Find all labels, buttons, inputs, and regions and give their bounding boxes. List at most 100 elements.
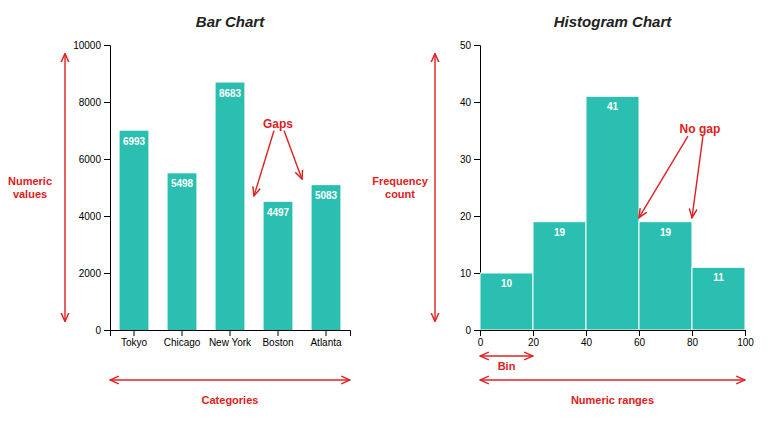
tick-label: Tokyo: [121, 337, 148, 348]
data-label: 5083: [315, 190, 338, 201]
bar: [216, 83, 245, 330]
tick-mark: [326, 330, 327, 336]
axis-line: [481, 331, 746, 337]
annotation-arrow: [284, 131, 302, 180]
tick-label: 0: [95, 325, 101, 336]
chart-panel: 010203040500204060801001019411911Histogr…: [372, 13, 754, 406]
tick-label: 10000: [73, 40, 101, 51]
tick-label: Chicago: [164, 337, 201, 348]
x-axis-label: Categories: [202, 394, 259, 406]
y-tick: 8000: [79, 97, 110, 108]
y-tick: 20: [460, 211, 480, 222]
x-tick: Tokyo: [121, 330, 148, 348]
data-label: 8683: [219, 88, 242, 99]
tick-mark: [230, 330, 231, 336]
tick-label: 20: [528, 337, 540, 348]
x-tick: 0: [478, 330, 484, 348]
chart-title: Histogram Chart: [554, 13, 673, 30]
tick-mark: [104, 216, 110, 217]
tick-label: 100: [737, 337, 754, 348]
y-axis: 01020304050: [460, 40, 481, 336]
tick-mark: [474, 330, 480, 331]
data-label: 4497: [267, 207, 290, 218]
x-tick: Boston: [262, 330, 293, 348]
bar: [120, 131, 149, 330]
data-labels: 10 19 41 19 11: [501, 101, 724, 289]
data-label: 5498: [171, 178, 194, 189]
y-tick: 4000: [79, 211, 110, 222]
histogram-bar: [533, 222, 586, 330]
tick-mark: [639, 330, 640, 336]
axis-line: [104, 46, 111, 331]
tick-label: 30: [460, 154, 472, 165]
annotation: No gap: [680, 122, 721, 136]
annotation: Bin: [498, 360, 516, 372]
tick-mark: [104, 102, 110, 103]
y-tick: 50: [460, 40, 480, 51]
y-axis-label: Frequencycount: [372, 175, 429, 200]
tick-mark: [104, 45, 110, 46]
y-tick: 40: [460, 97, 480, 108]
axis-line: [111, 331, 351, 337]
tick-mark: [474, 102, 480, 103]
data-label: 11: [713, 272, 724, 283]
bar: [264, 202, 293, 330]
annotation-arrow: [480, 379, 745, 380]
tick-label: 20: [460, 211, 472, 222]
histogram-bar: [480, 273, 533, 330]
x-axis: Tokyo Chicago New York Boston Atlanta: [111, 330, 351, 348]
annotation-arrow: [254, 131, 274, 196]
annotation-arrow: [692, 136, 703, 218]
data-label: 19: [554, 227, 566, 238]
data-label: 41: [607, 101, 619, 112]
tick-mark: [182, 330, 183, 336]
x-tick: Atlanta: [310, 330, 342, 348]
tick-label: 0: [478, 337, 484, 348]
annotation: Gaps: [263, 117, 293, 131]
data-labels: 6993 5498 8683 4497 5083: [123, 88, 338, 218]
annotation-arrow: [64, 54, 65, 322]
histogram-bar: [586, 96, 639, 330]
tick-label: 40: [581, 337, 593, 348]
data-label: 6993: [123, 136, 146, 147]
data-label: 10: [501, 278, 513, 289]
x-tick: 100: [737, 330, 754, 348]
tick-label: 8000: [79, 97, 102, 108]
y-tick: 30: [460, 154, 480, 165]
annotation-arrow: [639, 136, 688, 218]
y-tick: 10000: [73, 40, 110, 51]
tick-label: 60: [634, 337, 646, 348]
tick-mark: [104, 273, 110, 274]
bar: [168, 173, 197, 330]
histogram-bar: [692, 267, 745, 330]
tick-mark: [745, 330, 746, 336]
tick-mark: [278, 330, 279, 336]
bar: [312, 185, 341, 330]
y-axis-label: Numericvalues: [8, 175, 52, 200]
y-tick: 10: [460, 268, 480, 279]
annotation-arrow: [480, 355, 533, 356]
y-axis: 0 2000 4000 6000 8000 10000: [73, 40, 110, 336]
data-label: 19: [660, 227, 672, 238]
tick-label: 40: [460, 97, 472, 108]
chart-title: Bar Chart: [196, 13, 265, 30]
tick-label: 50: [460, 40, 472, 51]
tick-label: 6000: [79, 154, 102, 165]
x-tick: 60: [634, 330, 646, 348]
tick-label: 2000: [79, 268, 102, 279]
tick-mark: [474, 273, 480, 274]
x-tick: New York: [209, 330, 252, 348]
tick-mark: [104, 330, 110, 331]
x-tick: 40: [581, 330, 593, 348]
tick-mark: [474, 45, 480, 46]
tick-mark: [480, 330, 481, 336]
tick-label: New York: [209, 337, 252, 348]
x-axis-label: Numeric ranges: [571, 394, 654, 406]
x-tick: 80: [687, 330, 699, 348]
tick-label: Boston: [262, 337, 293, 348]
tick-mark: [134, 330, 135, 336]
histogram-bar: [639, 222, 692, 330]
tick-mark: [533, 330, 534, 336]
annotation-arrow: [110, 379, 350, 380]
tick-mark: [586, 330, 587, 336]
